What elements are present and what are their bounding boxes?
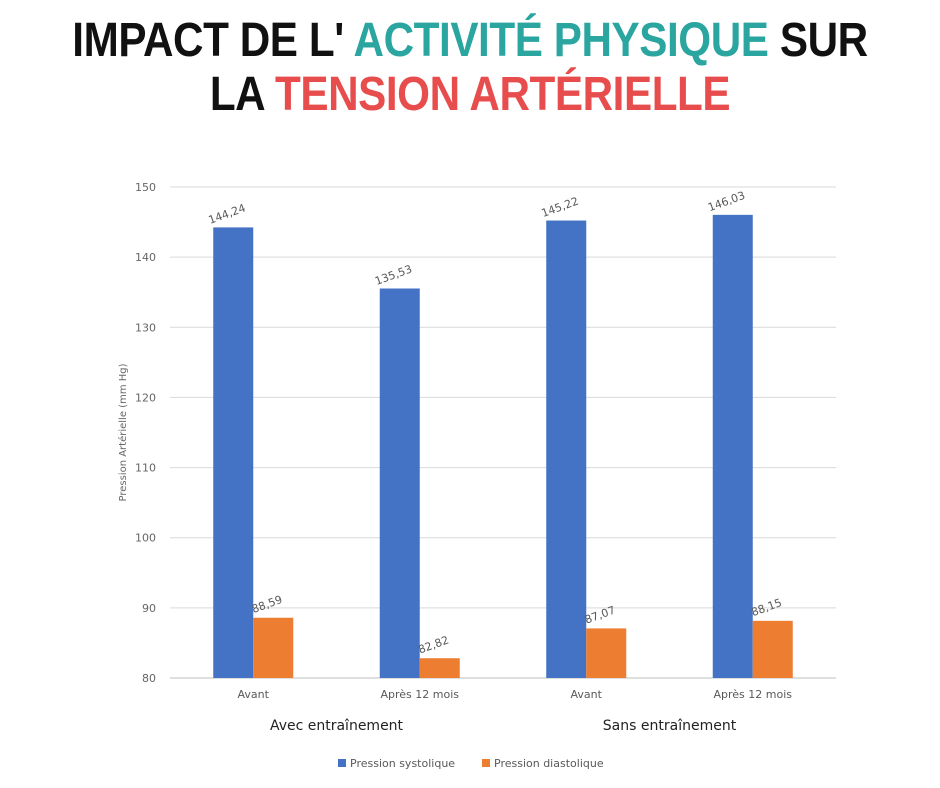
legend-swatch-systolic xyxy=(338,759,346,767)
bar-systolic xyxy=(213,227,254,678)
bar-diastolic xyxy=(586,628,627,678)
group-label: Sans entraînement xyxy=(603,718,737,734)
data-label: 82,82 xyxy=(417,633,451,656)
bar-systolic xyxy=(546,220,587,678)
legend-label-systolic: Pression systolique xyxy=(350,757,455,770)
y-tick-label: 150 xyxy=(135,181,156,194)
bar-diastolic xyxy=(253,617,294,678)
y-axis-title: Pression Artérielle (mm Hg) xyxy=(117,363,129,501)
data-label: 135,53 xyxy=(373,263,414,288)
y-tick-label: 90 xyxy=(142,602,156,615)
legend-label-diastolic: Pression diastolique xyxy=(494,757,604,770)
title-part-1: IMPACT DE L' xyxy=(72,14,344,67)
x-tick-label: Avant xyxy=(238,688,270,701)
group-label: Avec entraînement xyxy=(270,718,404,734)
y-tick-label: 120 xyxy=(135,391,156,404)
data-label: 144,24 xyxy=(207,201,248,226)
chart-title: IMPACT DE L' ACTIVITÉ PHYSIQUE SUR LA TE… xyxy=(56,14,883,122)
title-highlight-activity: ACTIVITÉ PHYSIQUE xyxy=(353,14,769,67)
bar-systolic xyxy=(379,288,420,678)
data-label: 145,22 xyxy=(540,195,581,220)
legend-swatch-diastolic xyxy=(482,759,490,767)
data-label: 146,03 xyxy=(706,189,747,214)
data-label: 88,15 xyxy=(750,596,784,619)
y-tick-label: 110 xyxy=(135,462,156,475)
bar-diastolic xyxy=(419,658,460,678)
y-tick-label: 130 xyxy=(135,321,156,334)
data-label: 88,59 xyxy=(250,593,284,616)
y-tick-label: 80 xyxy=(142,672,156,685)
data-label: 87,07 xyxy=(583,604,617,627)
y-tick-label: 140 xyxy=(135,251,156,264)
y-tick-label: 100 xyxy=(135,532,156,545)
bar-diastolic xyxy=(752,620,793,678)
x-tick-label: Après 12 mois xyxy=(713,688,792,701)
title-part-3: SUR xyxy=(779,14,868,67)
title-highlight-tension: TENSION ARTÉRIELLE xyxy=(274,68,731,121)
bar-systolic xyxy=(712,214,753,678)
x-tick-label: Avant xyxy=(571,688,603,701)
title-part-4: LA xyxy=(209,68,264,121)
x-tick-label: Après 12 mois xyxy=(380,688,459,701)
